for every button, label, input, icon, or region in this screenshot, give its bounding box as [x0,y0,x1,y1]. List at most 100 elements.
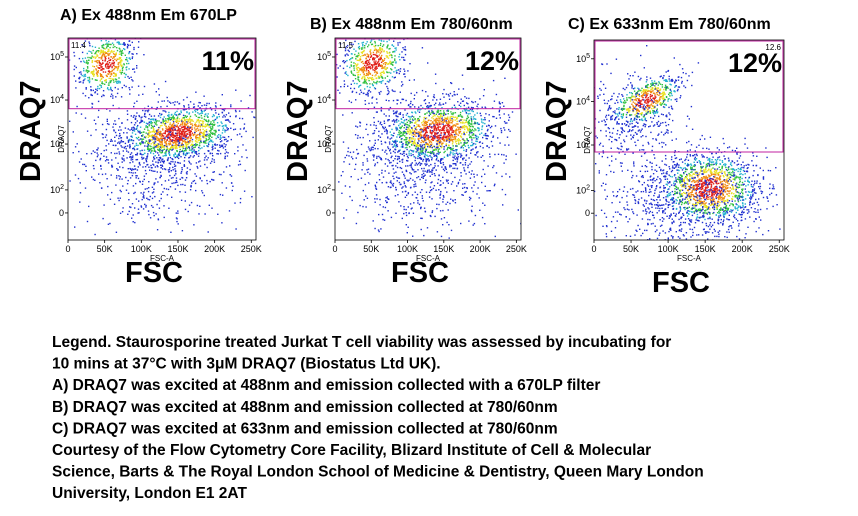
cell-dot [205,119,207,121]
cell-dot [427,35,428,36]
cell-dot [105,63,107,66]
cell-dot [375,81,378,84]
cell-dot [467,116,470,119]
cell-dot [117,162,119,164]
cell-dot [425,179,427,181]
cell-dot [119,57,122,59]
cell-dot [107,63,110,65]
cell-dot [380,90,382,93]
cell-dot [161,140,163,143]
cell-dot [464,128,466,131]
cell-dot [204,136,206,138]
cell-dot [111,69,113,72]
cell-dot [347,74,349,77]
cell-dot [106,123,109,125]
cell-dot [442,224,444,226]
cell-dot [194,173,196,175]
cell-dot [174,188,177,190]
cell-dot [143,85,146,88]
cell-dot [469,112,471,115]
cell-dot [105,39,107,42]
cell-dot [407,192,409,195]
cell-dot [166,130,169,132]
cell-dot [159,137,162,139]
cell-dot [436,137,438,139]
cell-dot [424,117,427,120]
cell-dot [408,154,410,156]
cell-dot [164,180,167,182]
cell-dot [425,137,427,139]
cell-dot [145,160,148,163]
cell-dot [155,151,157,153]
cell-dot [117,197,119,199]
cell-dot [186,126,189,129]
cell-dot [484,119,486,121]
cell-dot [452,125,454,127]
cell-dot [154,130,157,132]
cell-dot [66,187,67,188]
cell-dot [375,65,378,68]
cell-dot [130,152,133,154]
cell-dot [168,162,170,164]
cell-dot [418,140,420,142]
cell-dot [115,184,117,186]
cell-dot [363,68,365,70]
cell-dot [130,156,132,158]
cell-dot [132,147,134,150]
cell-dot [356,67,359,69]
cell-dot [166,145,168,148]
cell-dot [198,146,200,149]
cell-dot [410,116,412,118]
cell-dot [133,128,135,130]
cell-dot [441,138,444,141]
cell-dot [434,134,436,136]
cell-dot [84,73,86,76]
cell-dot [446,118,448,120]
cell-dot [402,131,404,133]
cell-dot [386,165,389,167]
cell-dot [431,127,433,129]
cell-dot [102,51,104,53]
cell-dot [478,123,480,125]
cell-dot [401,159,403,161]
cell-dot [427,158,429,160]
cell-dot [119,69,121,72]
cell-dot [364,103,367,105]
cell-dot [344,48,347,50]
cell-dot [426,121,429,123]
cell-dot [355,58,357,60]
cell-dot [151,167,153,169]
cell-dot [438,134,441,137]
cell-dot [442,195,445,197]
cell-dot [407,104,410,107]
cell-dot [189,135,192,138]
cell-dot [420,131,422,134]
cell-dot [184,200,186,202]
cell-dot [430,120,432,122]
cell-dot [396,145,399,148]
cell-dot [73,75,75,77]
cell-dot [141,135,143,137]
cell-dot [132,185,135,187]
cell-dot [399,112,402,114]
cell-dot [222,147,225,149]
cell-dot [106,63,108,65]
cell-dot [176,154,178,156]
cell-dot [372,53,375,56]
cell-dot [469,129,471,131]
cell-dot [161,113,163,115]
cell-dot [453,136,456,138]
cell-dot [185,148,187,151]
cell-dot [131,86,133,88]
cell-dot [98,109,100,112]
cell-dot [176,161,179,164]
cell-dot [201,110,203,113]
cell-dot [475,138,478,140]
cell-dot [100,168,102,170]
cell-dot [225,187,228,189]
cell-dot [370,40,372,42]
cell-dot [156,157,158,159]
cell-dot [124,76,126,78]
cell-dot [409,133,411,135]
cell-dot [422,151,424,154]
